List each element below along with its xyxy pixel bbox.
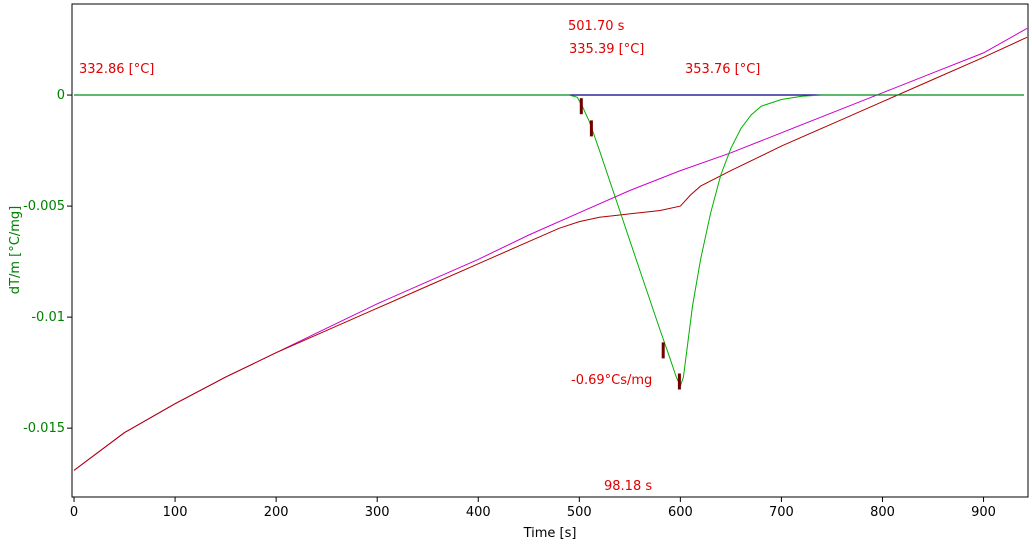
annotation-duration: 98.18 s bbox=[604, 479, 652, 494]
marker-layer bbox=[579, 98, 681, 390]
x-tick-label: 100 bbox=[163, 505, 188, 520]
series-line-signal bbox=[74, 94, 1024, 388]
x-tick-label: 300 bbox=[365, 505, 390, 520]
series-line-sample bbox=[73, 36, 1028, 471]
y-tick-label: -0.015 bbox=[23, 421, 65, 436]
x-tick-label: 700 bbox=[769, 505, 794, 520]
annotation-temp-right: 353.76 [°C] bbox=[685, 62, 760, 77]
plot-frame bbox=[71, 3, 1029, 498]
y-tick-label: 0 bbox=[57, 88, 65, 103]
x-axis-ticks: 0 100 200 300 400 500 600 700 800 900 bbox=[70, 497, 996, 520]
x-tick-label: 200 bbox=[264, 505, 289, 520]
event-marker-1 bbox=[579, 98, 583, 115]
annotation-time-start: 501.70 s bbox=[568, 19, 625, 34]
x-tick-label: 400 bbox=[466, 505, 491, 520]
annotation-peak-area: -0.69°Cs/mg bbox=[571, 373, 652, 388]
x-tick-label: 500 bbox=[567, 505, 592, 520]
y-axis-label: dT/m [°C/mg] bbox=[8, 206, 23, 294]
y-axis-ticks: 0 -0.005 -0.01 -0.015 bbox=[23, 88, 72, 436]
event-marker-3 bbox=[661, 342, 665, 359]
annotation-temp-left: 332.86 [°C] bbox=[79, 62, 154, 77]
event-marker-4 bbox=[677, 373, 681, 390]
event-marker-2 bbox=[589, 120, 593, 137]
y-tick-label: -0.01 bbox=[31, 310, 65, 325]
x-tick-label: 600 bbox=[668, 505, 693, 520]
x-tick-label: 900 bbox=[971, 505, 996, 520]
series-layer bbox=[73, 27, 1028, 471]
x-tick-label: 800 bbox=[870, 505, 895, 520]
x-axis-label: Time [s] bbox=[523, 526, 577, 541]
annotation-temp-start: 335.39 [°C] bbox=[569, 42, 644, 57]
x-tick-label: 0 bbox=[70, 505, 78, 520]
y-tick-label: -0.005 bbox=[23, 199, 65, 214]
